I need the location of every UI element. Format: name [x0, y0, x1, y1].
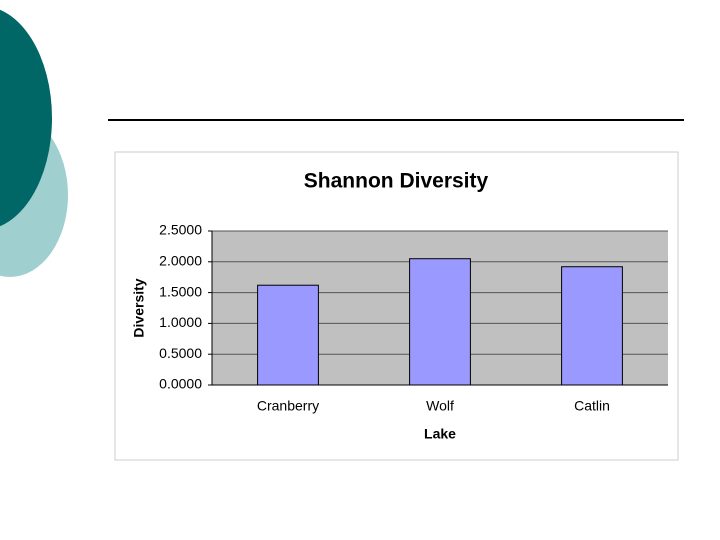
bar	[561, 266, 623, 386]
chart-title: Shannon Diversity	[304, 170, 489, 193]
y-tick-label: 2.0000	[159, 253, 202, 269]
bar	[257, 284, 319, 386]
y-tick-label: 2.5000	[159, 222, 202, 238]
x-tick-label: Cranberry	[257, 398, 319, 414]
y-tick-label: 1.0000	[159, 314, 202, 330]
x-tick-label: Wolf	[426, 398, 454, 414]
y-tick-label: 1.5000	[159, 283, 202, 299]
y-tick-label: 0.0000	[159, 376, 202, 392]
x-axis-label: Lake	[424, 426, 456, 442]
x-tick-label: Catlin	[574, 398, 610, 414]
y-tick-label: 0.5000	[159, 345, 202, 361]
bar	[409, 258, 471, 386]
decor-circle-dark	[0, 9, 52, 227]
y-axis-label: Diversity	[131, 278, 147, 337]
